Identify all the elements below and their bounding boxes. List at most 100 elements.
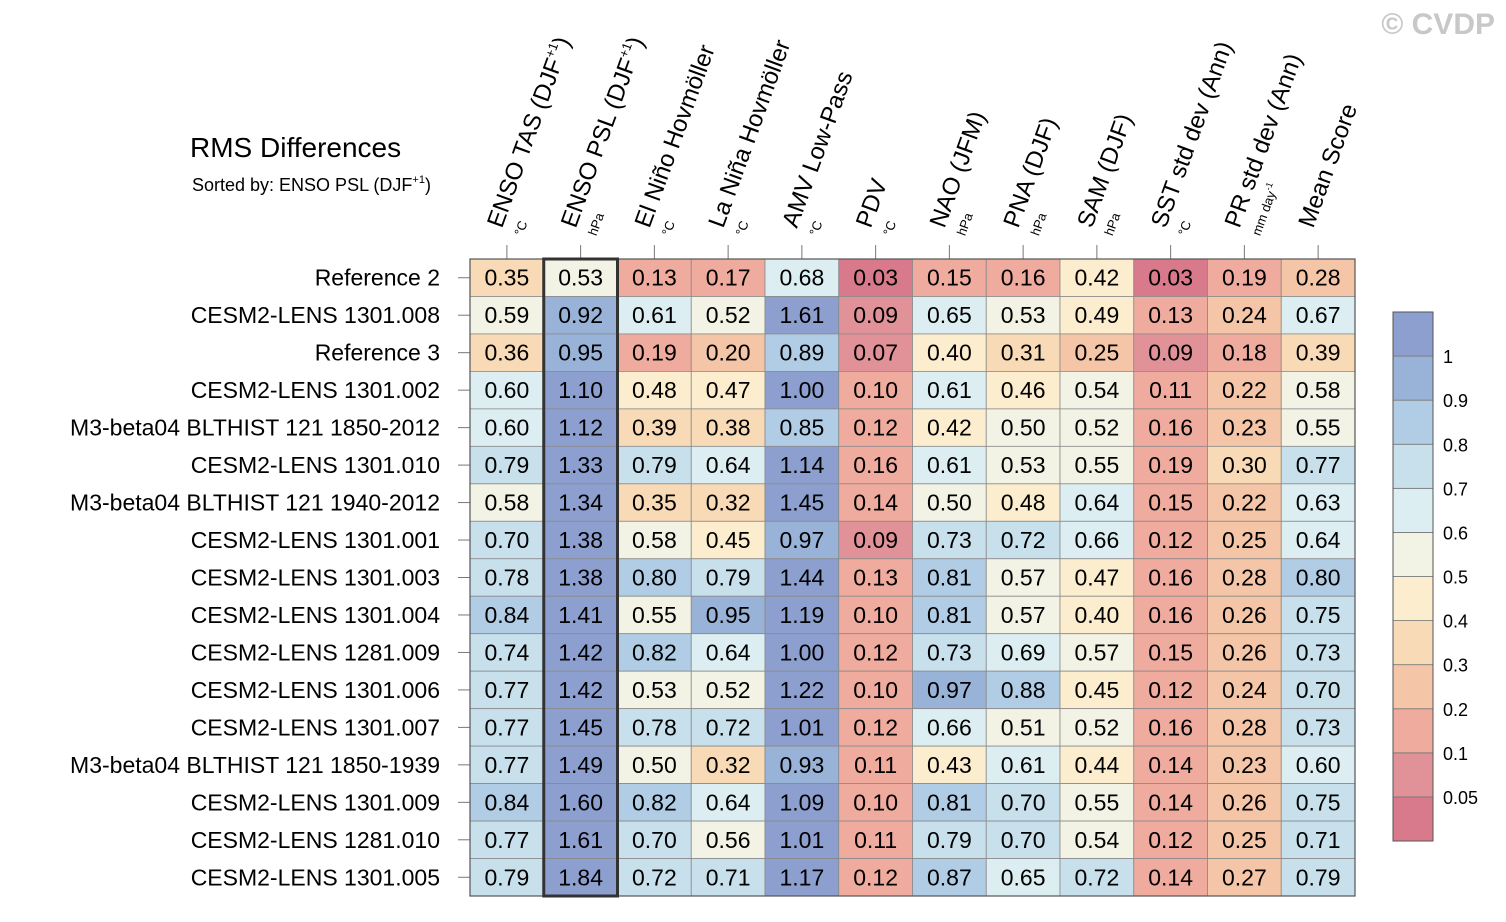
- heat-cell: [764, 708, 840, 747]
- cell-value-label: 0.03: [853, 265, 898, 291]
- heat-cell: [1207, 858, 1282, 897]
- heat-cell: [1207, 296, 1282, 335]
- heat-cell: [838, 520, 913, 560]
- cell-value-label: 0.24: [1222, 677, 1267, 703]
- cell-value-label: 0.16: [1001, 265, 1046, 291]
- heat-cell: [838, 670, 913, 710]
- cell-value-label: 0.77: [484, 677, 529, 703]
- cell-value-label: 0.35: [484, 265, 529, 291]
- colorbar-label: 0.7: [1443, 479, 1468, 499]
- cell-value-label: 0.51: [1001, 714, 1046, 740]
- cell-value-label: 0.52: [706, 677, 751, 703]
- cell-value-label: 0.71: [1296, 827, 1341, 853]
- heatmap-frame: [469, 257, 1356, 898]
- cell-value-label: 0.24: [1222, 302, 1267, 328]
- heat-cell: [690, 520, 766, 560]
- heat-cell: [617, 483, 692, 522]
- cell-value-label: 0.70: [1001, 827, 1046, 853]
- column-unit: hPa: [585, 210, 607, 238]
- cell-value-label: 1.61: [779, 302, 824, 328]
- heat-cell: [912, 296, 987, 335]
- cell-value-label: 0.61: [927, 452, 972, 478]
- cell-value-label: 0.97: [927, 677, 972, 703]
- heat-cell: [1133, 445, 1208, 485]
- cell-value-label: 0.40: [927, 340, 972, 366]
- heat-cell: [1207, 520, 1282, 560]
- heat-cell: [838, 371, 913, 410]
- cell-value-label: 0.58: [632, 527, 677, 553]
- row-label: CESM2-LENS 1301.001: [191, 527, 440, 553]
- cell-value-label: 1.22: [779, 677, 824, 703]
- cell-value-label: 0.12: [853, 415, 898, 441]
- cell-value-label: 0.81: [927, 789, 972, 815]
- heat-cell: [985, 858, 1061, 897]
- heatmap-border: [469, 258, 1356, 897]
- heat-cell: [1133, 858, 1208, 897]
- heat-cell: [1280, 333, 1356, 372]
- heat-cell: [764, 783, 840, 822]
- cell-value-label: 1.34: [558, 490, 603, 516]
- cell-value-label: 0.77: [484, 752, 529, 778]
- heat-cell: [764, 483, 840, 522]
- row-label: CESM2-LENS 1301.008: [191, 302, 440, 328]
- heat-cell: [690, 371, 766, 410]
- heat-cell: [985, 296, 1061, 335]
- cell-value-label: 0.64: [706, 789, 751, 815]
- cell-value-label: 0.12: [1148, 827, 1193, 853]
- cell-value-label: 0.78: [632, 714, 677, 740]
- cell-value-label: 0.61: [927, 377, 972, 403]
- cell-value-label: 0.55: [1074, 789, 1119, 815]
- cell-value-label: 0.22: [1222, 377, 1267, 403]
- heat-cell: [912, 783, 987, 822]
- cell-value-label: 0.50: [1001, 415, 1046, 441]
- cell-value-label: 0.95: [558, 340, 603, 366]
- cell-value-label: 0.61: [632, 302, 677, 328]
- column-label: NAO (JFM): [925, 108, 992, 231]
- heat-cell: [1207, 371, 1282, 410]
- heat-cell: [1280, 520, 1356, 560]
- cell-value-label: 0.16: [1148, 602, 1193, 628]
- cell-value-label: 0.82: [632, 639, 677, 665]
- cell-value-label: 0.16: [1148, 714, 1193, 740]
- cell-value-label: 0.79: [927, 827, 972, 853]
- cell-value-label: 0.64: [706, 452, 751, 478]
- cell-value-label: 0.53: [1001, 302, 1046, 328]
- cell-value-label: 0.72: [706, 714, 751, 740]
- heat-cell: [1207, 445, 1282, 485]
- cell-value-label: 0.77: [484, 714, 529, 740]
- cell-value-label: 0.14: [1148, 789, 1193, 815]
- heat-cell: [1280, 708, 1356, 747]
- cell-value-label: 1.45: [558, 714, 603, 740]
- cell-value-label: 0.66: [1074, 527, 1119, 553]
- cell-value-label: 0.47: [706, 377, 751, 403]
- cell-value-label: 1.44: [779, 565, 824, 591]
- cell-value-label: 1.10: [558, 377, 603, 403]
- heat-cell: [1059, 670, 1135, 710]
- heat-cell: [1059, 783, 1135, 822]
- cell-value-label: 0.68: [779, 265, 824, 291]
- cell-value-label: 0.78: [484, 565, 529, 591]
- column-unit: °C: [511, 219, 530, 238]
- cell-value-label: 0.77: [1296, 452, 1341, 478]
- cell-value-label: 0.63: [1296, 490, 1341, 516]
- column-header: PDV°C: [851, 175, 899, 237]
- heat-cell: [690, 483, 766, 522]
- cell-value-label: 0.92: [558, 302, 603, 328]
- row-label: CESM2-LENS 1301.006: [191, 677, 440, 703]
- heat-cell: [1059, 333, 1135, 372]
- heat-cell: [764, 408, 840, 447]
- cell-value-label: 0.30: [1222, 452, 1267, 478]
- column-label: El Niño Hovmöller: [630, 41, 721, 231]
- heat-cell: [1133, 820, 1208, 859]
- column-headers: ENSO TAS (DJF+1)°C ENSO PSL (DJF+1)hPa El …: [482, 33, 1363, 259]
- cell-value-label: 0.49: [1074, 302, 1119, 328]
- colorbar-label: 0.2: [1443, 700, 1468, 720]
- cell-value-label: 1.09: [779, 789, 824, 815]
- cell-value-label: 0.16: [1148, 565, 1193, 591]
- heat-cell: [985, 333, 1061, 372]
- chart-subtitle: Sorted by: ENSO PSL (DJF+1): [192, 174, 431, 195]
- heat-cell: [838, 296, 913, 335]
- row-label: M3-beta04 BLTHIST 121 1940-2012: [70, 490, 440, 516]
- cell-value-label: 0.03: [1148, 265, 1193, 291]
- cell-value-label: 0.73: [927, 527, 972, 553]
